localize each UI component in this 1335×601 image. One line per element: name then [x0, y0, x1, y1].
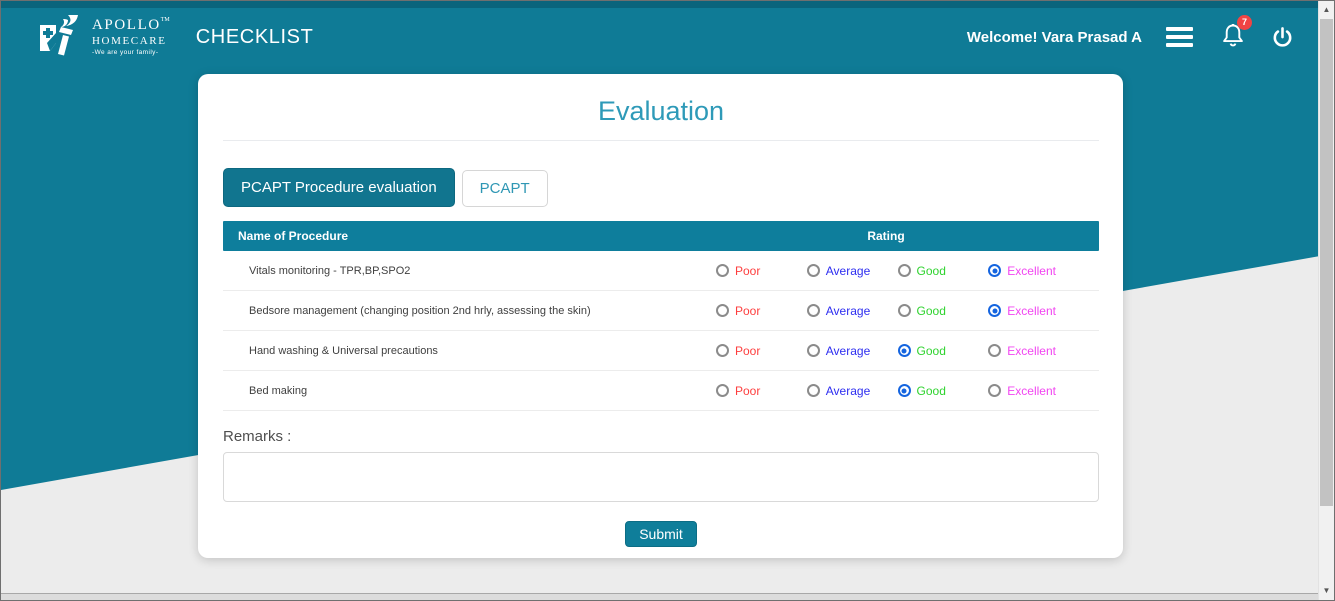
radio-unselected[interactable] — [806, 384, 820, 397]
scrollbar-down-icon[interactable]: ▼ — [1322, 586, 1331, 595]
navbar-right: Welcome! Vara Prasad A 7 — [966, 14, 1294, 53]
welcome-user-label: Welcome! Vara Prasad A — [966, 28, 1142, 46]
rating-option-label: Good — [916, 303, 946, 318]
scrollbar-up-icon[interactable]: ▲ — [1322, 5, 1331, 14]
rating-option-label: Average — [825, 383, 871, 398]
radio-selected[interactable] — [988, 304, 1002, 317]
radio-unselected[interactable] — [897, 264, 911, 277]
rating-option-label: Excellent — [1007, 383, 1056, 398]
logo-text: APOLLOTM HOMECARE -We are your family- — [92, 17, 170, 56]
evaluation-card: Evaluation PCAPT Procedure evaluation PC… — [198, 74, 1123, 558]
rating-option-label: Poor — [735, 343, 761, 358]
rating-option-label: Average — [825, 263, 871, 278]
rating-option-excellent[interactable]: Excellent — [988, 344, 1056, 358]
column-header-rating: Rating — [867, 229, 905, 243]
tab-pcapt-procedure-evaluation[interactable]: PCAPT Procedure evaluation — [223, 168, 455, 207]
rating-options: Poor Average Good Excellent — [716, 304, 1056, 318]
card-title: Evaluation — [597, 96, 725, 126]
scrollbar-thumb[interactable] — [1320, 19, 1333, 506]
rating-option-poor[interactable]: Poor — [716, 264, 807, 278]
rating-option-label: Excellent — [1007, 263, 1056, 278]
logo-word-homecare: HOMECARE — [92, 34, 167, 47]
apollo-homecare-logo-icon — [40, 15, 78, 56]
hamburger-menu-icon[interactable] — [1166, 27, 1193, 47]
notification-bell-button[interactable]: 7 — [1221, 14, 1252, 53]
rating-options: Poor Average Good Excellent — [716, 384, 1056, 398]
rating-option-label: Poor — [735, 383, 761, 398]
logout-power-button[interactable] — [1271, 26, 1294, 49]
title-divider — [223, 140, 1099, 141]
table-row: Bedsore management (changing position 2n… — [223, 291, 1099, 331]
radio-selected[interactable] — [897, 384, 911, 397]
rating-option-label: Excellent — [1007, 303, 1056, 318]
page-title: CHECKLIST — [195, 25, 314, 48]
rating-option-good[interactable]: Good — [897, 263, 989, 278]
radio-unselected[interactable] — [806, 264, 820, 277]
rating-options: Poor Average Good Excellent — [716, 264, 1056, 278]
column-header-name: Name of Procedure — [238, 229, 349, 243]
radio-unselected[interactable] — [806, 304, 820, 317]
radio-selected[interactable] — [988, 264, 1002, 277]
rating-option-good[interactable]: Good — [897, 303, 989, 318]
rating-option-average[interactable]: Average — [806, 383, 898, 398]
top-accent-strip — [1, 1, 1320, 8]
table-row: Bed making Poor Average Good Excellent — [223, 371, 1099, 411]
radio-unselected[interactable] — [716, 344, 729, 357]
logo-tagline: -We are your family- — [92, 49, 159, 57]
logo-word-apollo: APOLLO — [92, 17, 161, 34]
radio-unselected[interactable] — [897, 304, 911, 317]
tab-pcapt[interactable]: PCAPT — [461, 170, 548, 207]
rating-option-label: Good — [916, 263, 946, 278]
logo-trademark: TM — [160, 17, 170, 24]
submit-row: Submit — [223, 521, 1099, 547]
rating-option-poor[interactable]: Poor — [716, 384, 807, 398]
table-row: Hand washing & Universal precautions Poor… — [223, 331, 1099, 371]
rating-option-label: Poor — [735, 263, 761, 278]
rating-option-label: Good — [916, 383, 946, 398]
tab-bar: PCAPT Procedure evaluation PCAPT — [223, 168, 1099, 207]
notification-count-badge: 7 — [1237, 14, 1252, 30]
procedure-table-body: Vitals monitoring - TPR,BP,SPO2 Poor Avera… — [223, 251, 1099, 411]
rating-option-label: Excellent — [1007, 343, 1056, 358]
rating-option-excellent[interactable]: Excellent — [988, 384, 1056, 398]
rating-option-poor[interactable]: Poor — [716, 344, 807, 358]
procedure-name: Vitals monitoring - TPR,BP,SPO2 — [249, 264, 411, 277]
rating-option-good[interactable]: Good — [897, 343, 989, 358]
table-row: Vitals monitoring - TPR,BP,SPO2 Poor Avera… — [223, 251, 1099, 291]
navbar: APOLLOTM HOMECARE -We are your family- C… — [1, 8, 1320, 66]
rating-option-label: Poor — [735, 303, 761, 318]
rating-option-average[interactable]: Average — [806, 303, 898, 318]
rating-option-excellent[interactable]: Excellent — [988, 264, 1056, 278]
horizontal-scrollbar[interactable] — [1, 593, 1320, 600]
rating-option-label: Good — [916, 343, 946, 358]
rating-option-average[interactable]: Average — [806, 263, 898, 278]
radio-unselected[interactable] — [716, 304, 729, 317]
rating-option-excellent[interactable]: Excellent — [988, 304, 1056, 318]
radio-unselected[interactable] — [716, 264, 729, 277]
table-header: Name of Procedure Rating — [223, 221, 1099, 251]
rating-option-label: Average — [825, 343, 871, 358]
power-icon — [1273, 26, 1292, 47]
remarks-label: Remarks : — [223, 428, 292, 445]
remarks-input[interactable] — [223, 452, 1099, 502]
rating-option-good[interactable]: Good — [897, 383, 989, 398]
radio-unselected[interactable] — [988, 384, 1002, 397]
procedure-name: Bed making — [249, 384, 308, 397]
radio-unselected[interactable] — [716, 384, 729, 397]
procedure-name: Bedsore management (changing position 2n… — [249, 304, 591, 317]
rating-option-poor[interactable]: Poor — [716, 304, 807, 318]
rating-option-average[interactable]: Average — [806, 343, 898, 358]
procedure-name: Hand washing & Universal precautions — [249, 344, 438, 357]
apollo-homecare-logo: APOLLOTM HOMECARE -We are your family- — [37, 15, 170, 59]
radio-unselected[interactable] — [806, 344, 820, 357]
bell-icon — [1223, 23, 1243, 46]
radio-unselected[interactable] — [988, 344, 1002, 357]
vertical-scrollbar[interactable]: ▲ ▼ — [1318, 1, 1334, 600]
rating-options: Poor Average Good Excellent — [716, 344, 1056, 358]
rating-option-label: Average — [825, 303, 871, 318]
radio-selected[interactable] — [897, 344, 911, 357]
submit-button[interactable]: Submit — [625, 521, 697, 547]
